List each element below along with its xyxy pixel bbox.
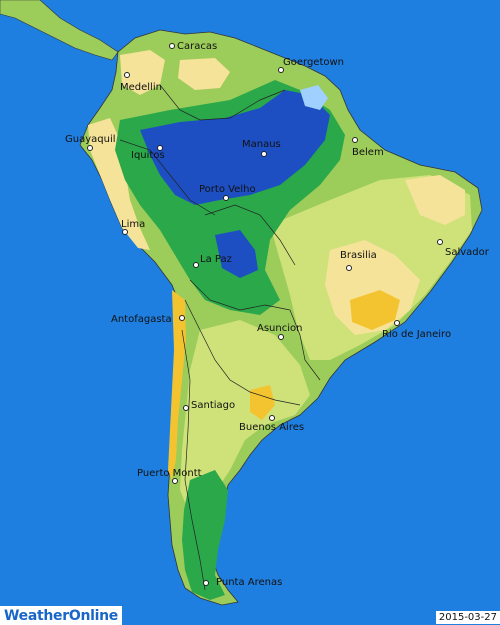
map-date: 2015-03-27 [435,611,500,624]
city-marker [169,43,175,49]
zone-dry-chile [168,290,186,480]
city-goergetown: Goergetown [278,57,344,73]
city-marker [87,145,93,151]
city-marker [261,151,267,157]
city-label: Caracas [177,41,217,52]
city-label: Santiago [191,400,235,411]
city-santiago: Santiago [183,400,235,411]
logo-text: WeatherOnline [4,607,118,624]
city-label: Guayaquil [65,134,116,145]
city-label: La Paz [200,254,232,265]
city-label: Medellin [120,82,162,93]
city-marker [179,315,185,321]
city-marker [278,334,284,340]
city-belem: Belem [352,137,384,158]
city-marker [203,580,209,586]
city-label: Rio de Janeiro [382,329,451,340]
city-marker [183,405,189,411]
city-label: Belem [352,147,384,158]
city-la-paz: La Paz [193,254,232,268]
city-punta-arenas: Punta Arenas [203,577,282,588]
city-label: Goergetown [283,57,344,68]
city-salvador: Salvador [437,239,490,258]
city-lima: Lima [121,219,145,235]
city-marker [278,67,284,73]
cities: Caracas Goergetown Medellin Guayaquil Iq… [65,41,490,588]
city-caracas: Caracas [169,41,217,52]
city-label: Brasilia [340,250,377,261]
city-marker [157,145,163,151]
city-label: Asuncion [257,323,302,334]
zone-dry-colombia [120,50,165,95]
zone-dry-peru [88,118,150,250]
zone-very-wet-amazon [140,90,330,205]
city-label: Lima [121,219,145,230]
zone-very-wet-bolivia [215,230,258,278]
city-marker [124,72,130,78]
city-marker [172,478,178,484]
city-label: Iquitos [131,150,165,161]
city-label: Punta Arenas [216,577,282,588]
zone-dry-rio [350,290,400,330]
zone-extreme-guiana [300,85,328,110]
city-antofagasta: Antofagasta [111,314,185,325]
city-brasilia: Brasilia [340,250,377,271]
central-america [0,0,119,61]
city-label: Porto Velho [199,184,256,195]
zone-dry-venezuela [178,58,230,90]
city-marker [223,195,229,201]
city-marker [394,320,400,326]
city-marker [437,239,443,245]
city-label: Antofagasta [111,314,172,325]
city-label: Manaus [242,139,281,150]
city-asuncion: Asuncion [257,323,302,340]
city-marker [122,229,128,235]
city-marker [269,415,275,421]
city-rio-de-janeiro: Rio de Janeiro [382,320,451,340]
city-medellin: Medellin [120,72,162,93]
city-marker [352,137,358,143]
country-borders [119,84,321,591]
zone-light-south [180,320,310,520]
city-label: Buenos Aires [239,422,304,433]
city-buenos-aires: Buenos Aires [239,415,304,433]
city-marker [346,265,352,271]
city-iquitos: Iquitos [131,145,165,161]
weatheronline-logo: WeatherOnline [0,606,122,625]
city-label: Salvador [445,247,490,258]
city-puerto-montt: Puerto Montt [137,468,202,484]
city-porto-velho: Porto Velho [199,184,256,201]
city-guayaquil: Guayaquil [65,134,116,151]
city-manaus: Manaus [242,139,281,157]
city-label: Puerto Montt [137,468,202,479]
city-marker [193,262,199,268]
zone-wet-south [182,470,228,600]
zone-dry-northeast [405,175,465,225]
